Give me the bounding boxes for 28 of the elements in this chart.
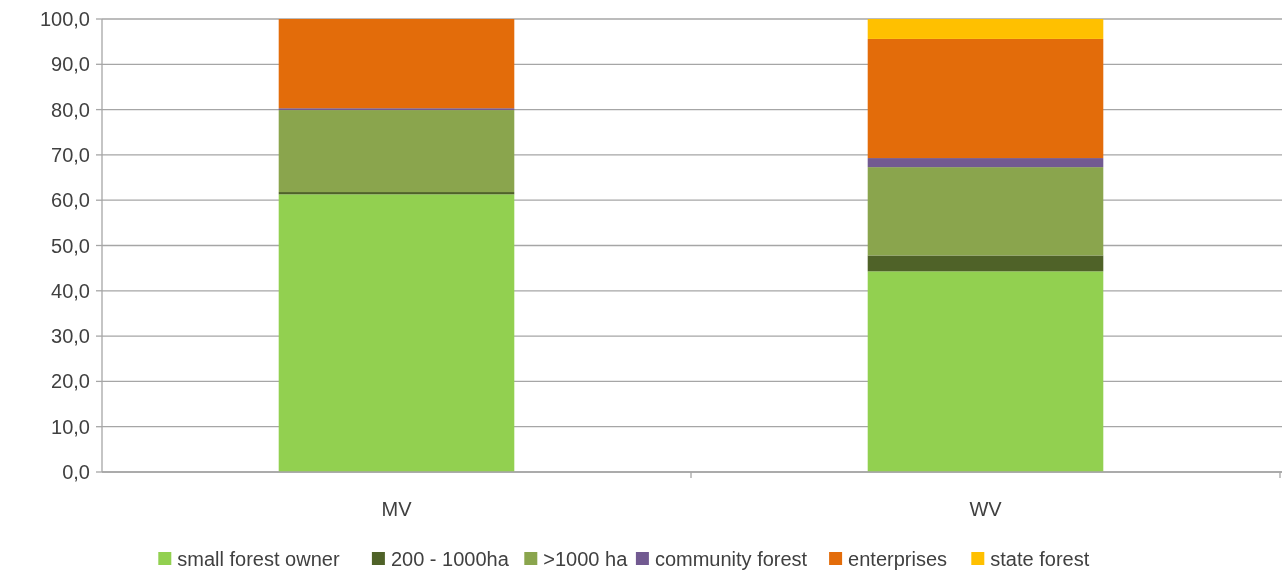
- bar: [867, 19, 1104, 39]
- y-tick-label: 40,0: [51, 279, 90, 302]
- y-tick-label: 50,0: [51, 234, 90, 257]
- y-tick-label: 100,0: [39, 8, 90, 30]
- bar: [867, 158, 1104, 168]
- bar: [278, 110, 515, 193]
- legend-label: 200 - 1000ha: [390, 548, 510, 570]
- legend-label: state forest: [990, 548, 1090, 570]
- x-tick-label: WV: [969, 498, 1003, 520]
- x-tick-label: MV: [381, 498, 413, 520]
- y-tick-label: 60,0: [51, 189, 90, 212]
- y-tick-label: 20,0: [51, 370, 90, 393]
- bar: [867, 38, 1104, 159]
- y-tick-label: 90,0: [51, 53, 90, 76]
- y-tick-label: 10,0: [51, 415, 90, 438]
- y-tick-label: 70,0: [51, 143, 90, 166]
- y-tick-label: 80,0: [51, 98, 90, 121]
- legend-label: small forest owner: [177, 548, 340, 570]
- legend-label: >1000 ha: [543, 548, 629, 570]
- bar: [278, 19, 515, 109]
- bar: [867, 255, 1104, 272]
- legend-label: community forest: [654, 548, 808, 570]
- y-tick-label: 0,0: [62, 461, 90, 483]
- bar: [278, 194, 515, 472]
- legend-label: enterprises: [848, 548, 948, 570]
- y-tick-label: 30,0: [51, 325, 90, 348]
- bar: [867, 167, 1104, 256]
- bar: [867, 271, 1104, 472]
